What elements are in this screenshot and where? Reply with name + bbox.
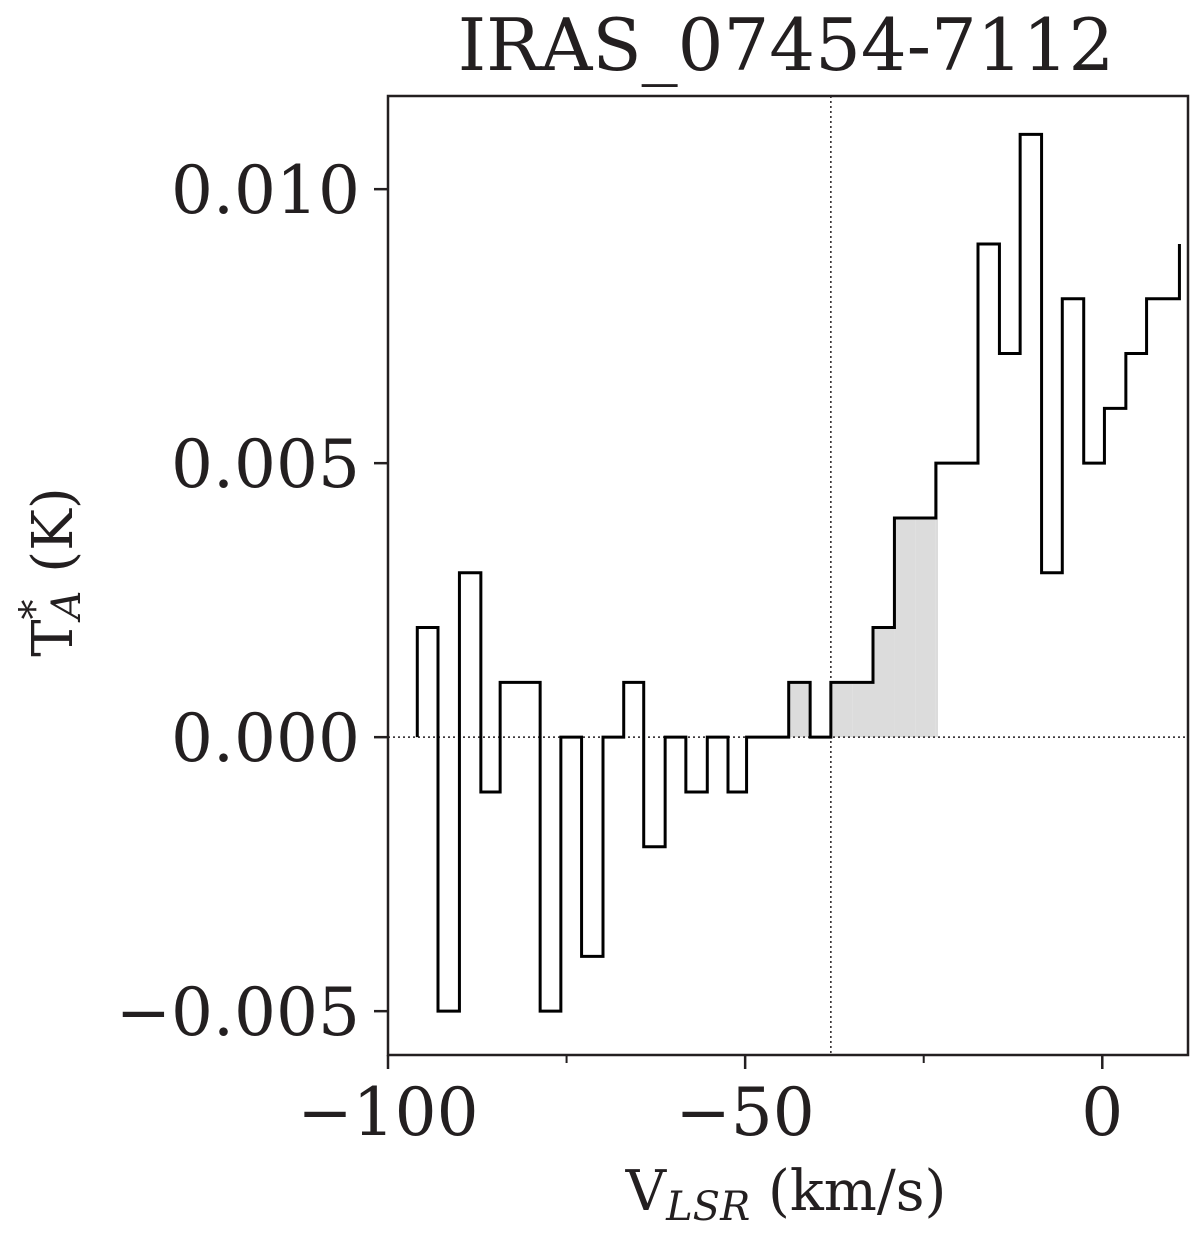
x-tick-label: 0 — [1081, 1074, 1123, 1151]
y-axis-label: T*A (K) — [12, 487, 90, 657]
shaded-bin — [915, 517, 936, 738]
shaded-bin — [873, 627, 895, 738]
x-axis: −100 −50 0 — [297, 1055, 1123, 1151]
plot-area — [388, 96, 1188, 1055]
x-axis-label-main: V — [625, 1159, 668, 1224]
y-axis-label-sub: A — [44, 591, 90, 624]
y-tick-label: 0.005 — [171, 426, 360, 503]
chart-title: IRAS_07454-7112 — [458, 3, 1115, 87]
y-axis: −0.005 0.000 0.005 0.010 — [116, 152, 388, 1051]
y-tick-label: −0.005 — [116, 974, 360, 1051]
shaded-bin — [894, 517, 916, 738]
spectrum-series — [415, 132, 1181, 1013]
y-axis-label-sup: * — [12, 599, 58, 619]
shaded-bin — [935, 463, 938, 738]
plot-frame — [386, 94, 1190, 1057]
shaded-bin — [852, 682, 873, 738]
x-tick-label: −100 — [297, 1074, 478, 1151]
y-tick-label: 0.000 — [171, 700, 360, 777]
x-axis-label-rest: (km/s) — [750, 1159, 946, 1224]
x-axis-label-sub: LSR — [665, 1184, 750, 1230]
shaded-bin — [830, 682, 853, 738]
shaded-bin — [788, 682, 811, 738]
y-axis-label-main: T — [21, 619, 86, 656]
y-axis-label-rest: (K) — [21, 487, 86, 590]
y-tick-label: 0.010 — [171, 152, 360, 229]
x-axis-label: VLSR (km/s) — [625, 1159, 947, 1230]
x-tick-label: −50 — [675, 1074, 814, 1151]
